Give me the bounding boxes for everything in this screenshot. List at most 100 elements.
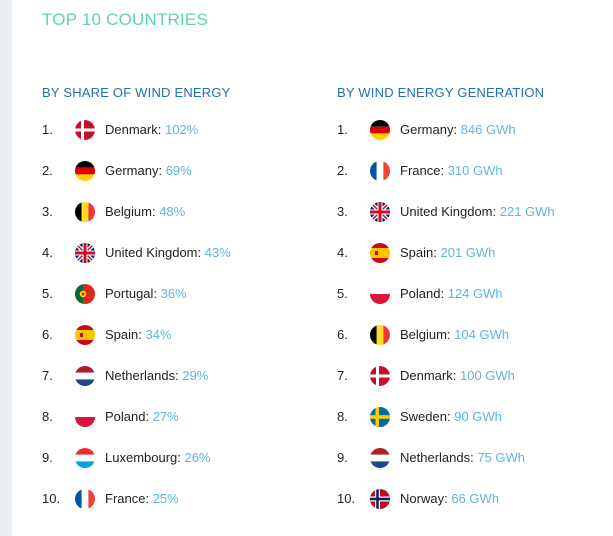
country-name: Denmark: [105,122,162,137]
list-item: 9. Netherlands: 75 GWh [337,446,613,487]
country-value: 846 GWh [460,122,516,137]
country-name: United Kingdom: [400,204,497,219]
country-entry: Luxembourg: 26% [105,446,211,470]
country-name: Belgium: [105,204,156,219]
rank-number: 7. [42,368,53,383]
list-item: 4. United Kingdom: 43% [42,241,322,282]
country-value: 66 GWh [451,491,499,506]
belgium-flag-icon [75,202,95,222]
country-entry: Sweden: 90 GWh [400,405,502,429]
country-name: Belgium: [400,327,451,342]
portugal-flag-icon [75,284,95,304]
list-item: 1. Germany: 846 GWh [337,118,613,159]
country-name: France: [400,163,445,178]
page-title: TOP 10 COUNTRIES [42,10,209,29]
denmark-flag-icon [370,366,390,386]
country-value: 124 GWh [447,286,503,301]
list-item: 4. Spain: 201 GWh [337,241,613,282]
france-flag-icon [75,489,95,509]
country-value: 104 GWh [454,327,510,342]
list-item: 7. Denmark: 100 GWh [337,364,613,405]
germany-flag-icon [370,120,390,140]
rank-number: 3. [337,204,348,219]
country-entry: Portugal: 36% [105,282,187,306]
country-name: Poland: [400,286,445,301]
rank-number: 9. [42,450,53,465]
country-name: France: [105,491,150,506]
country-value: 27% [152,409,179,424]
list-item: 6. Belgium: 104 GWh [337,323,613,364]
country-entry: France: 25% [105,487,179,511]
rank-number: 8. [337,409,348,424]
rank-number: 10. [42,491,61,506]
list-item: 10. France: 25% [42,487,322,528]
sweden-flag-icon [370,407,390,427]
share-column: BY SHARE OF WIND ENERGY 1. Denmark: 102% 2… [42,84,322,528]
country-value: 69% [165,163,192,178]
germany-flag-icon [75,161,95,181]
country-name: Netherlands: [400,450,474,465]
country-name: Luxembourg: [105,450,181,465]
country-entry: Germany: 69% [105,159,192,183]
rank-number: 9. [337,450,348,465]
country-value: 221 GWh [499,204,555,219]
country-value: 34% [145,327,172,342]
rank-number: 3. [42,204,53,219]
rank-number: 1. [337,122,348,137]
share-list: 1. Denmark: 102% 2. Germany: 69% 3. Belgium: … [42,118,322,528]
country-value: 201 GWh [440,245,496,260]
country-name: United Kingdom: [105,245,202,260]
list-item: 2. Germany: 69% [42,159,322,200]
uk-flag-icon [75,243,95,263]
country-value: 26% [184,450,211,465]
rank-number: 6. [42,327,53,342]
luxembourg-flag-icon [75,448,95,468]
country-entry: Spain: 34% [105,323,172,347]
country-entry: Germany: 846 GWh [400,118,516,142]
uk-flag-icon [370,202,390,222]
country-name: Denmark: [400,368,457,383]
list-item: 2. France: 310 GWh [337,159,613,200]
country-value: 25% [152,491,179,506]
country-name: Portugal: [105,286,158,301]
rank-number: 4. [337,245,348,260]
netherlands-flag-icon [370,448,390,468]
list-item: 8. Sweden: 90 GWh [337,405,613,446]
country-name: Poland: [105,409,150,424]
rank-number: 5. [337,286,348,301]
rank-number: 10. [337,491,356,506]
top-countries-panel: TOP 10 COUNTRIES BY SHARE OF WIND ENERGY… [12,0,613,536]
country-entry: France: 310 GWh [400,159,503,183]
list-item: 7. Netherlands: 29% [42,364,322,405]
list-item: 1. Denmark: 102% [42,118,322,159]
poland-flag-icon [370,284,390,304]
country-value: 29% [182,368,209,383]
country-value: 100 GWh [459,368,515,383]
list-item: 3. Belgium: 48% [42,200,322,241]
spain-flag-icon [75,325,95,345]
country-entry: Norway: 66 GWh [400,487,499,511]
country-entry: Netherlands: 29% [105,364,208,388]
rank-number: 8. [42,409,53,424]
list-item: 3. United Kingdom: 221 GWh [337,200,613,241]
generation-column: BY WIND ENERGY GENERATION 1. Germany: 846… [337,84,613,528]
share-heading: BY SHARE OF WIND ENERGY [42,85,231,100]
country-entry: Poland: 27% [105,405,179,429]
country-value: 48% [159,204,186,219]
denmark-flag-icon [75,120,95,140]
country-entry: United Kingdom: 43% [105,241,231,265]
rank-number: 4. [42,245,53,260]
country-entry: Spain: 201 GWh [400,241,495,265]
generation-list: 1. Germany: 846 GWh 2. France: 310 GWh 3. Uni… [337,118,613,528]
country-name: Netherlands: [105,368,179,383]
country-entry: Denmark: 102% [105,118,198,142]
country-value: 90 GWh [454,409,502,424]
country-name: Spain: [105,327,142,342]
rank-number: 7. [337,368,348,383]
country-entry: United Kingdom: 221 GWh [400,200,555,224]
belgium-flag-icon [370,325,390,345]
rank-number: 2. [337,163,348,178]
rank-number: 5. [42,286,53,301]
list-item: 6. Spain: 34% [42,323,322,364]
list-item: 8. Poland: 27% [42,405,322,446]
